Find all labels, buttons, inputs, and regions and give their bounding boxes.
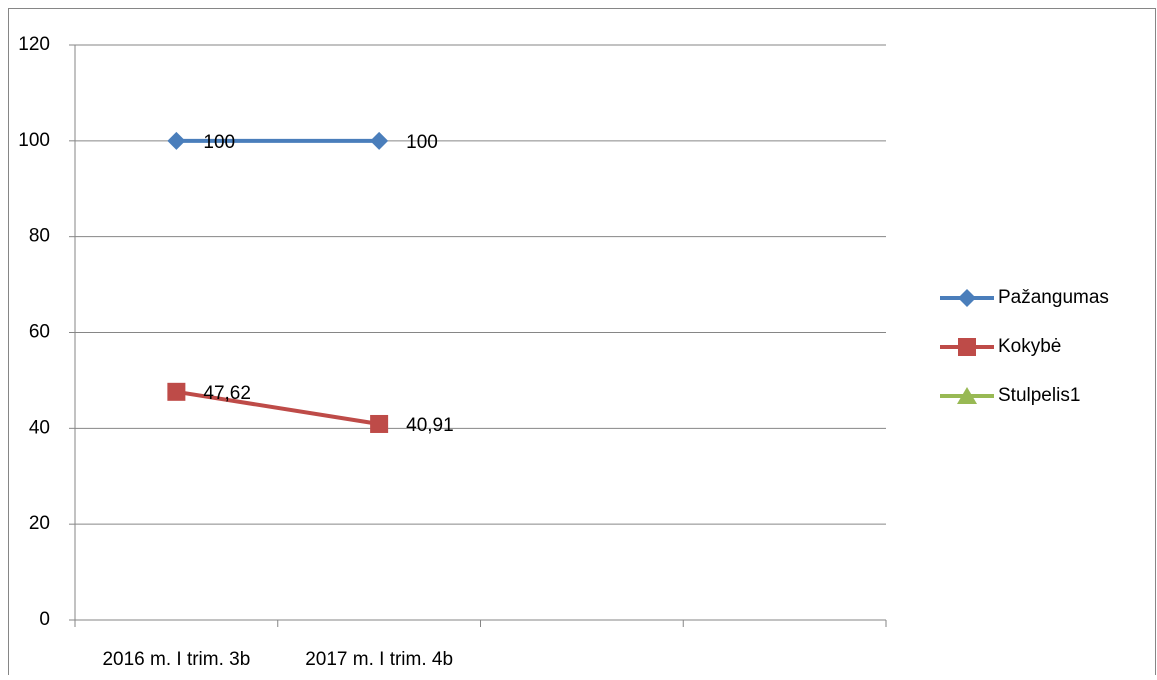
marker	[167, 382, 186, 401]
marker	[958, 289, 976, 307]
legend-label: Stulpelis1	[998, 385, 1080, 406]
y-tick-label: 0	[39, 609, 50, 630]
chart-frame	[8, 8, 1156, 675]
y-tick-label: 20	[29, 513, 50, 534]
marker	[370, 414, 389, 433]
y-tick-label: 120	[18, 34, 50, 55]
data-label: 100	[203, 132, 235, 153]
y-tick-label: 80	[29, 226, 50, 247]
x-tick-label: 2016 m. I trim. 3b	[102, 649, 250, 670]
data-label: 40,91	[406, 415, 454, 436]
legend-label: Kokybė	[998, 336, 1061, 357]
marker	[167, 131, 186, 150]
data-label: 100	[406, 132, 438, 153]
series-line	[176, 389, 380, 426]
y-tick-label: 60	[29, 322, 50, 343]
marker	[958, 338, 976, 356]
marker	[370, 131, 389, 150]
y-tick-label: 100	[18, 130, 50, 151]
y-tick-label: 40	[29, 417, 50, 438]
marker	[957, 387, 977, 404]
legend-label: Pažangumas	[998, 287, 1109, 308]
data-label: 47,62	[203, 383, 251, 404]
x-tick-label: 2017 m. I trim. 4b	[305, 649, 453, 670]
